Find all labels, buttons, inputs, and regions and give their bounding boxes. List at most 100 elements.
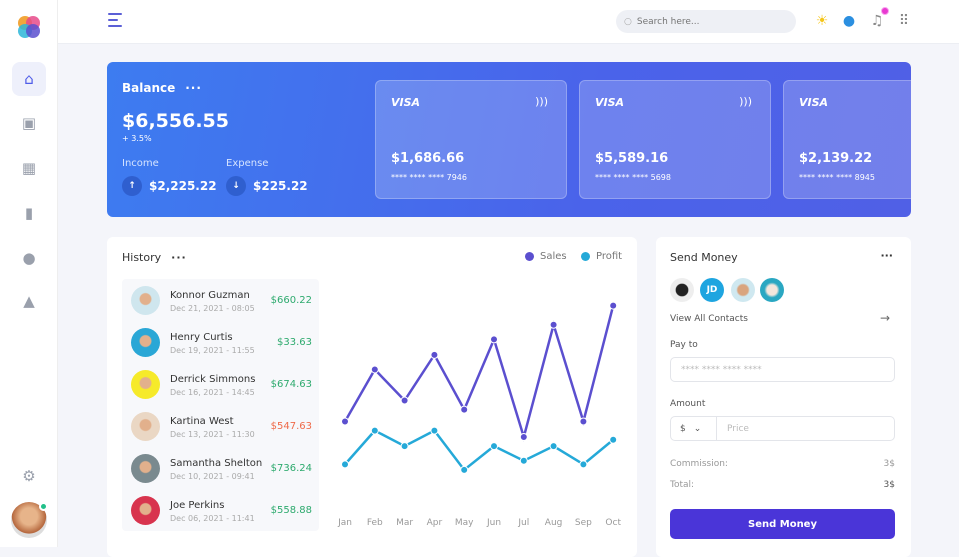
contact-avatar[interactable] [731,278,755,302]
history-row[interactable]: Kartina West Dec 13, 2021 - 11:30 $547.6… [122,405,319,447]
dashboard-icon[interactable]: ▦ [21,159,37,177]
more-icon[interactable]: ··· [880,249,893,262]
header: ○ ☀ ● ♫ ⠿ [58,0,959,44]
data-point[interactable] [460,465,469,474]
price-input[interactable]: Price [727,423,749,434]
history-amount: $33.63 [277,337,312,348]
documents-icon[interactable]: ▮ [24,204,34,222]
history-row[interactable]: Henry Curtis Dec 19, 2021 - 11:55 $33.63 [122,321,319,363]
history-panel: History ··· Sales Profit Konnor Guzman De… [107,237,637,557]
data-point[interactable] [490,335,498,344]
search-bar[interactable]: ○ [616,10,796,33]
data-point[interactable] [460,405,469,414]
card-number: **** **** **** 8945 [799,173,875,182]
data-point[interactable] [609,301,618,310]
avatar [131,496,160,525]
sun-icon[interactable]: ☀ [815,13,829,29]
send-money-panel: Send Money ··· JD View All Contacts → Pa… [656,237,911,557]
search-icon: ○ [624,16,632,27]
notification-badge [881,7,889,15]
amount-label: Amount [670,399,706,409]
history-row[interactable]: Samantha Shelton Dec 10, 2021 - 09:41 $7… [122,447,319,489]
home-icon[interactable]: ⌂ [12,62,46,96]
contactless-icon: ))) [535,95,548,108]
legend-profit: Profit [581,251,622,262]
data-point[interactable] [430,426,439,435]
data-point[interactable] [579,460,588,469]
history-date: Dec 13, 2021 - 11:30 [170,430,255,439]
commission-value: 3$ [883,459,895,469]
apps-icon[interactable]: ⠿ [898,13,910,29]
sidebar: ⌂ ▣ ▦ ▮ ● ▲ ⚙ [0,0,58,547]
history-date: Dec 21, 2021 - 08:05 [170,304,255,313]
visa-card[interactable]: VISA $2,139.22 **** **** **** 8945 [783,80,911,199]
income-label: Income [122,158,159,169]
history-list: Konnor Guzman Dec 21, 2021 - 08:05 $660.… [122,279,319,531]
history-name: Joe Perkins [170,500,225,511]
avatar [131,412,160,441]
data-point[interactable] [430,350,439,359]
contact-avatar[interactable]: JD [700,278,724,302]
pay-to-label: Pay to [670,340,698,350]
avatar[interactable] [11,502,48,538]
palette-icon[interactable]: ● [842,13,856,29]
total-label: Total: [670,480,695,490]
history-row[interactable]: Joe Perkins Dec 06, 2021 - 11:41 $558.88 [122,489,319,531]
income-value: $2,225.22 [149,179,217,193]
card-amount: $1,686.66 [391,151,465,166]
bell-icon[interactable]: ♫ [868,7,889,30]
data-point[interactable] [579,417,588,426]
total-value: 3$ [883,480,895,490]
currency-select[interactable]: $ ⌄ [671,417,717,440]
amount-input[interactable]: $ ⌄ Price [670,416,895,441]
history-amount: $547.63 [270,421,312,432]
x-tick-label: Jun [486,518,501,527]
gear-icon[interactable]: ⚙ [22,467,36,485]
menu-icon[interactable] [108,13,124,29]
history-amount: $558.88 [270,505,312,516]
view-all-contacts-link[interactable]: View All Contacts [670,314,748,324]
history-row[interactable]: Konnor Guzman Dec 21, 2021 - 08:05 $660.… [122,279,319,321]
logo [18,16,40,38]
send-money-button[interactable]: Send Money [670,509,895,539]
contact-avatar[interactable] [670,278,694,302]
contact-avatar[interactable] [760,278,784,302]
arrow-right-icon[interactable]: → [880,311,891,325]
data-point[interactable] [519,433,528,441]
data-point[interactable] [400,396,409,405]
send-title: Send Money [670,251,738,264]
shapes-icon[interactable]: ● [22,249,36,267]
x-tick-label: Jul [517,518,529,527]
history-amount: $736.24 [270,463,312,474]
card-brand: VISA [799,96,829,109]
more-icon[interactable]: ··· [185,81,202,95]
visa-card[interactable]: VISA))) $5,589.16 **** **** **** 5698 [579,80,771,199]
data-point[interactable] [549,442,558,451]
data-point[interactable] [341,460,349,469]
data-point[interactable] [609,435,618,444]
visa-card[interactable]: VISA))) $1,686.66 **** **** **** 7946 [375,80,567,199]
expense-value: $225.22 [253,179,308,193]
data-point[interactable] [370,365,379,374]
history-date: Dec 10, 2021 - 09:41 [170,472,255,481]
history-name: Henry Curtis [170,332,233,343]
balance-title: Balance [122,81,176,95]
data-point[interactable] [519,456,528,465]
arrow-up-icon: ↑ [122,176,142,196]
data-point[interactable] [341,417,349,426]
data-point[interactable] [490,442,498,451]
x-tick-label: Apr [427,518,443,527]
avatar [131,286,160,315]
data-point[interactable] [400,442,409,451]
pay-to-input[interactable]: **** **** **** **** [670,357,895,382]
history-name: Konnor Guzman [170,290,250,301]
gift-icon[interactable]: ▣ [21,114,37,132]
x-tick-label: Oct [605,518,621,527]
series-line-sales [343,305,615,442]
shapes-alt-icon[interactable]: ▲ [23,292,35,310]
data-point[interactable] [370,426,379,435]
history-row[interactable]: Derrick Simmons Dec 16, 2021 - 14:45 $67… [122,363,319,405]
search-input[interactable] [636,16,777,27]
data-point[interactable] [549,320,558,329]
more-icon[interactable]: ··· [171,251,187,264]
